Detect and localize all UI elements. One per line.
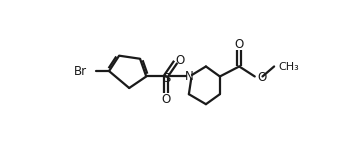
- Text: S: S: [162, 71, 171, 85]
- Text: O: O: [258, 71, 267, 84]
- Text: Br: Br: [74, 65, 87, 78]
- Text: O: O: [175, 54, 184, 67]
- Text: O: O: [235, 38, 244, 51]
- Text: N: N: [185, 70, 193, 83]
- Text: O: O: [162, 93, 171, 106]
- Text: CH₃: CH₃: [279, 62, 300, 72]
